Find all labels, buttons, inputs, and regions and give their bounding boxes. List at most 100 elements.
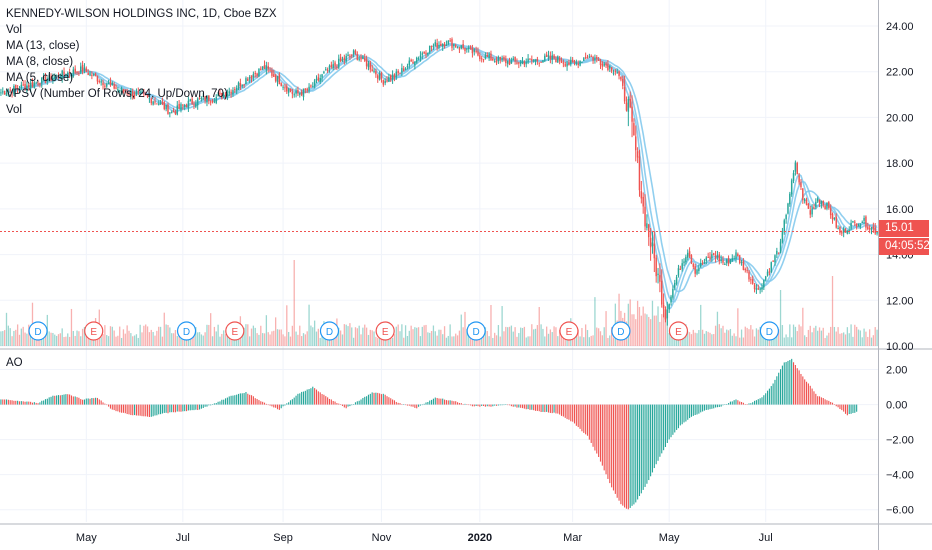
candle-body [718,254,721,262]
volume-bar [367,334,370,346]
event-markers[interactable]: D D D D D DE E E E E [28,321,780,341]
ao-bar [551,404,553,414]
candle-body [839,226,841,233]
candle-body [768,271,771,273]
ao-bar [306,389,308,405]
ao-bar [818,396,821,405]
volume-bar [96,336,99,346]
candle-body [39,83,41,86]
ao-bar [843,404,845,412]
candle-body [139,91,141,94]
ao-bar [210,404,212,406]
time-tick-label: Mar [563,532,582,544]
volume-bar [549,329,552,346]
ao-bar [98,399,100,405]
ao-bar [716,404,718,408]
volume-bar [791,337,793,346]
candle-body [24,84,26,90]
candle-body [15,84,17,88]
volume-bar [345,324,347,346]
ao-bar [367,394,370,405]
candle-body [360,57,362,60]
candle-body [286,86,288,92]
candle-body [185,105,188,107]
legend-line-vpsv[interactable]: VPSV (Number Of Rows, 24, Up/Down, 70) [6,88,228,100]
candle-body [818,199,821,203]
legend-line-ma13[interactable]: MA (13, close) [6,40,80,52]
volume-bar [210,313,212,346]
ao-bar [202,404,204,409]
candle-body [226,94,229,97]
ao-bar [191,404,193,411]
legend-line-ma8[interactable]: MA (8, close) [6,56,74,68]
legend-line-volume[interactable]: Vol [6,24,22,36]
volume-bar [300,336,303,346]
volume-bar [440,329,442,346]
ao-bar [41,400,43,405]
candle-body [532,60,535,62]
ao-bar [685,404,687,422]
candle-body [371,69,373,72]
earnings-marker-label: E [675,327,682,338]
ao-bar [308,389,310,405]
ao-bar [349,404,351,407]
volume-bar [794,326,797,346]
ao-bar [163,404,165,413]
legend-line-volume-2[interactable]: Vol [6,104,22,116]
ao-pane-title[interactable]: AO [6,357,23,369]
volume-bar [243,327,245,346]
candle-body [651,242,654,247]
ao-bar [121,404,123,413]
ao-bar [141,404,143,417]
candle-body [378,73,381,80]
candle-body [868,228,871,230]
ao-bar [703,404,705,411]
ao-bar [499,404,501,406]
ao-bar [598,404,600,457]
ao-bar [442,398,444,405]
volume-bar [403,337,405,346]
ao-bar [514,404,516,407]
candle-body [48,74,50,81]
ao-bar [63,394,65,405]
ao-bar [206,404,208,407]
candle-body [37,83,39,85]
volume-bar [55,335,58,346]
volume-bar [592,335,594,346]
candle-body [133,95,136,97]
ao-bar [742,402,744,405]
candle-body [629,98,631,108]
legend-line-ma5[interactable]: MA (5, close) [6,72,74,84]
volume-bar [124,333,126,346]
candle-body [751,279,754,284]
ao-bar [104,403,106,405]
candle-body [492,59,494,61]
volume-bar [830,326,832,346]
volume-bar [848,333,850,346]
volume-bar [163,312,165,346]
candle-body [675,277,678,284]
ao-bar [683,404,685,423]
ao-bar [410,404,412,407]
volume-bar [228,334,230,346]
ao-bar [642,404,644,490]
volume-bar [479,335,481,346]
earnings-marker-label: E [231,327,238,338]
candle-body [369,62,372,70]
candle-body [462,44,464,49]
volume-bar [659,321,661,346]
grid [0,0,878,522]
candle-body [83,67,86,71]
candle-body [558,57,561,62]
ao-bar [379,393,381,405]
volume-bar [414,327,416,346]
volume-bar [542,328,544,346]
candle-body [107,83,110,85]
ao-bar [234,395,236,405]
candle-body [345,55,347,62]
ao-bar [204,404,206,407]
volume-bar [100,337,102,346]
volume-bar [443,326,446,346]
volume-bar [748,329,750,346]
